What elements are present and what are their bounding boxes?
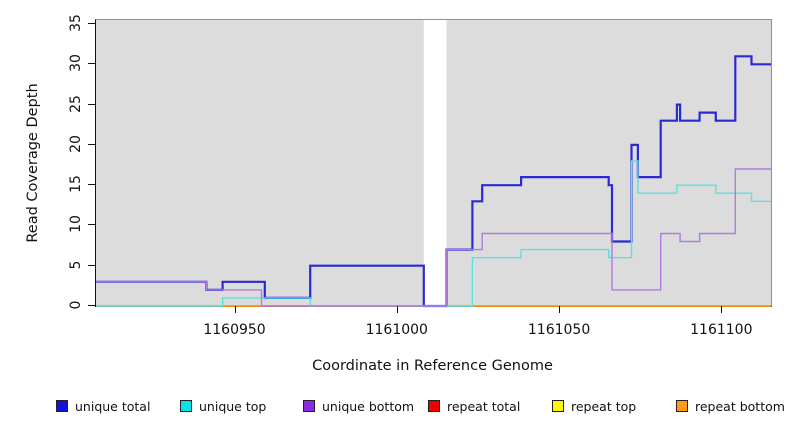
- legend-label: repeat top: [571, 398, 637, 414]
- legend: unique total unique top unique bottom repea…: [0, 396, 792, 420]
- y-tick-label: 15: [68, 175, 84, 194]
- series-unique-top: [96, 160, 771, 307]
- y-tick-label: 30: [68, 54, 84, 73]
- y-tick-label: 35: [68, 14, 84, 32]
- x-axis-title: Coordinate in Reference Genome: [312, 358, 553, 374]
- legend-swatch-icon: [303, 400, 315, 412]
- y-tick: [88, 23, 95, 25]
- x-tick: [559, 306, 561, 313]
- y-tick-label: 0: [68, 300, 84, 310]
- x-tick-label: 1161050: [527, 322, 591, 338]
- y-tick-label: 20: [68, 134, 84, 153]
- y-tick-label: 25: [68, 94, 84, 113]
- legend-item-repeat-bottom: repeat bottom: [676, 396, 785, 416]
- coverage-step-chart: [96, 20, 771, 308]
- y-tick: [88, 143, 95, 145]
- y-axis-title: Read Coverage Depth: [25, 83, 41, 243]
- legend-label: repeat total: [447, 398, 521, 414]
- plot-area: [95, 19, 772, 308]
- x-tick-label: 1161100: [690, 322, 753, 338]
- series-unique-bottom: [96, 168, 771, 307]
- legend-label: unique top: [199, 398, 267, 414]
- y-tick-label: 10: [68, 215, 84, 234]
- x-tick-label: 1160950: [203, 322, 266, 338]
- legend-label: repeat bottom: [695, 398, 785, 414]
- legend-item-repeat-top: repeat top: [552, 396, 636, 416]
- y-tick: [88, 264, 95, 266]
- x-tick: [721, 306, 723, 313]
- legend-item-unique-bottom: unique bottom: [303, 396, 414, 416]
- y-tick: [88, 63, 95, 65]
- y-tick-label: 5: [68, 260, 84, 270]
- legend-label: unique total: [75, 398, 151, 414]
- x-tick: [234, 306, 236, 313]
- x-tick: [396, 306, 398, 313]
- masked-gap-region: [423, 20, 447, 306]
- y-tick: [88, 305, 95, 306]
- legend-swatch-icon: [180, 400, 192, 412]
- y-tick: [88, 224, 95, 226]
- x-tick-label: 1161000: [365, 322, 428, 338]
- legend-label: unique bottom: [322, 398, 415, 414]
- y-tick: [88, 184, 95, 186]
- y-tick: [88, 103, 95, 105]
- legend-item-unique-top: unique top: [180, 396, 266, 416]
- legend-item-repeat-total: repeat total: [428, 396, 520, 416]
- legend-swatch-icon: [676, 400, 688, 412]
- legend-item-unique-total: unique total: [56, 396, 150, 416]
- legend-swatch-icon: [428, 400, 440, 412]
- legend-swatch-icon: [552, 400, 564, 412]
- legend-swatch-icon: [56, 400, 68, 412]
